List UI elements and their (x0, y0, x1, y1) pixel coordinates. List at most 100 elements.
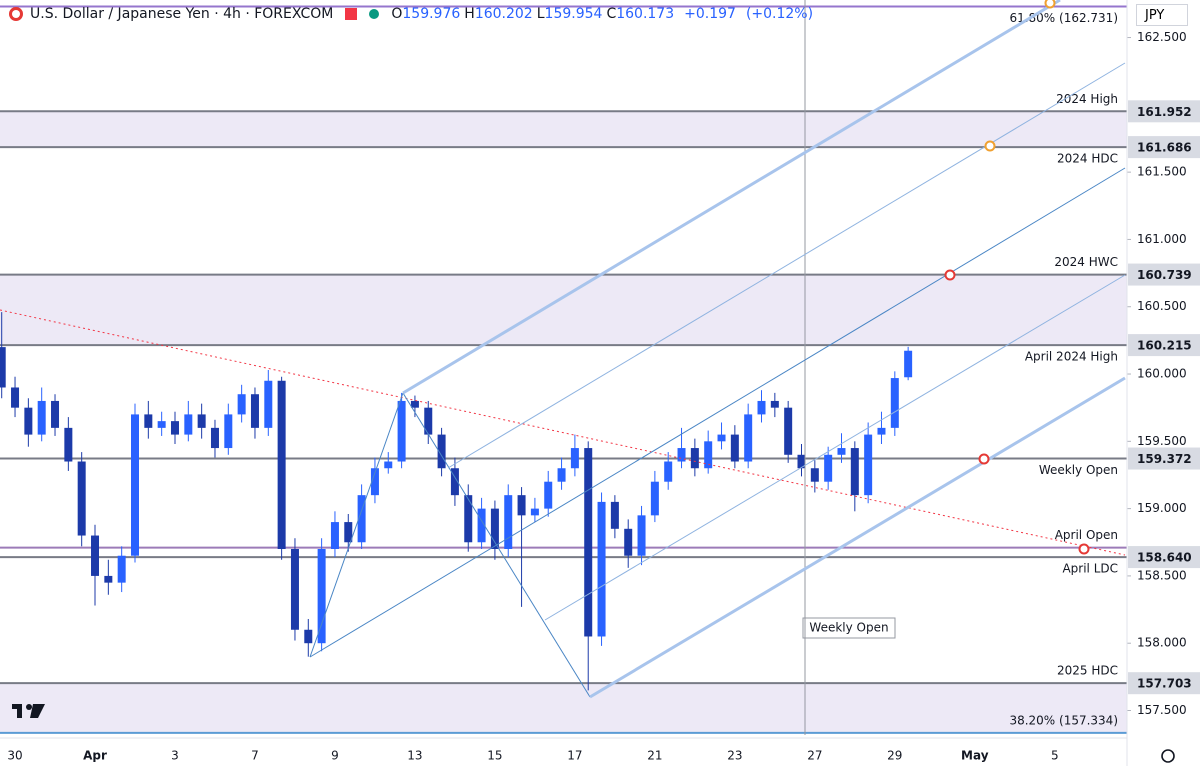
candle-body (51, 400, 60, 428)
price-box-label: 159.372 (1137, 452, 1192, 466)
y-tick-label: 159.000 (1137, 501, 1187, 515)
currency-button[interactable]: JPY (1136, 4, 1188, 26)
candle-body (344, 522, 353, 543)
y-tick-label: 161.500 (1137, 165, 1187, 179)
x-tick-label: 30 (7, 749, 22, 763)
x-tick-label: 3 (171, 749, 179, 763)
candle-body (544, 481, 553, 509)
candle-body (570, 448, 579, 469)
annotation-box (802, 617, 896, 639)
candle-body (730, 434, 739, 462)
candle-body (557, 468, 566, 482)
candle-body (250, 394, 259, 428)
ohlc-value: 160.202 (474, 6, 533, 22)
candle-body (677, 448, 686, 462)
price-box (1128, 136, 1200, 159)
x-tick-label: 5 (1051, 749, 1059, 763)
candle-body (784, 407, 793, 455)
y-tick-label: 162.500 (1137, 30, 1187, 44)
header: U.S. Dollar / Japanese Yen · 4h · FOREXC… (8, 6, 817, 22)
y-tick-label: 159.500 (1137, 434, 1187, 448)
zone (0, 274, 1127, 346)
candle-body (317, 548, 326, 644)
x-tick-label: 15 (487, 749, 502, 763)
ohlc-letter: L (536, 6, 545, 22)
marker (978, 453, 990, 465)
candle-body (277, 380, 286, 549)
candle-body (11, 387, 20, 408)
ohlc-letter: C (606, 6, 617, 22)
price-box (1128, 100, 1200, 123)
pitchfork-inner (447, 62, 1126, 469)
candle-body (237, 394, 246, 415)
candle-body (797, 454, 806, 469)
x-tick-label: 7 (251, 749, 259, 763)
candle-body (357, 495, 366, 543)
price-box-label: 160.739 (1137, 268, 1192, 282)
candle-body (437, 434, 446, 469)
candle-body (637, 515, 646, 556)
candle-body (690, 448, 699, 469)
pitchfork-handle (309, 392, 404, 658)
candle-body (170, 421, 179, 435)
candle-body (597, 501, 606, 637)
y-tick-label: 157.500 (1137, 703, 1187, 717)
ohlc-value: 159.976 (402, 6, 461, 22)
candle-body (117, 555, 126, 583)
price-box-label: 157.703 (1137, 677, 1192, 691)
candle-body (450, 468, 459, 496)
price-box-label: 161.952 (1137, 105, 1192, 119)
annotation: Weekly Open (809, 621, 888, 635)
x-tick-label: 13 (407, 749, 422, 763)
x-tick-label: 29 (887, 749, 902, 763)
price-box-label: 160.215 (1137, 339, 1192, 353)
candle-body (517, 495, 526, 516)
candle-body (64, 427, 73, 462)
status-dot (369, 9, 380, 19)
price-box (1128, 447, 1200, 470)
x-tick-label: 21 (647, 749, 662, 763)
pitchfork-median (309, 167, 1126, 658)
change-pct: (+0.12%) (745, 6, 814, 22)
candle-body (37, 400, 46, 435)
x-tick-label: May (961, 749, 989, 763)
marker (944, 269, 956, 281)
level-label: 38.20% (157.334) (1009, 713, 1118, 727)
pitchfork-inner (544, 274, 1126, 621)
ohlc: O159.976 H160.202 L159.954 C160.173 (391, 6, 678, 22)
change: +0.197 (684, 6, 736, 22)
drawings (0, 0, 1175, 766)
x-tick-label: Apr (83, 749, 107, 763)
candle-body (624, 528, 633, 556)
candle-body (384, 461, 393, 469)
candle-body (584, 448, 593, 637)
level-label: April LDC (1062, 562, 1118, 576)
candle-body (0, 347, 6, 388)
candle-body (104, 575, 113, 583)
settings-icon[interactable] (1161, 749, 1175, 763)
candle-body (131, 414, 139, 556)
level-label: 2025 HDC (1057, 664, 1118, 678)
zone (0, 683, 1127, 733)
price-box (1128, 263, 1200, 286)
y-tick-label: 160.000 (1137, 367, 1187, 381)
ohlc-value: 159.954 (544, 6, 603, 22)
logo (12, 704, 45, 718)
candle-body (304, 629, 313, 644)
candle-body (264, 380, 273, 428)
marker (1078, 543, 1090, 555)
candle-body (410, 400, 419, 408)
candle-body (864, 434, 873, 496)
candle-body (24, 407, 33, 435)
marker (984, 140, 996, 152)
level-label: April 2024 High (1025, 350, 1118, 364)
candle-body (810, 468, 819, 482)
flag-button[interactable] (345, 8, 358, 20)
candle-body (477, 508, 486, 543)
candle-body (850, 448, 859, 496)
level-label: 2024 HDC (1057, 152, 1118, 166)
candle-body (144, 414, 153, 428)
candle-body (704, 441, 713, 469)
candle-body (664, 461, 673, 482)
